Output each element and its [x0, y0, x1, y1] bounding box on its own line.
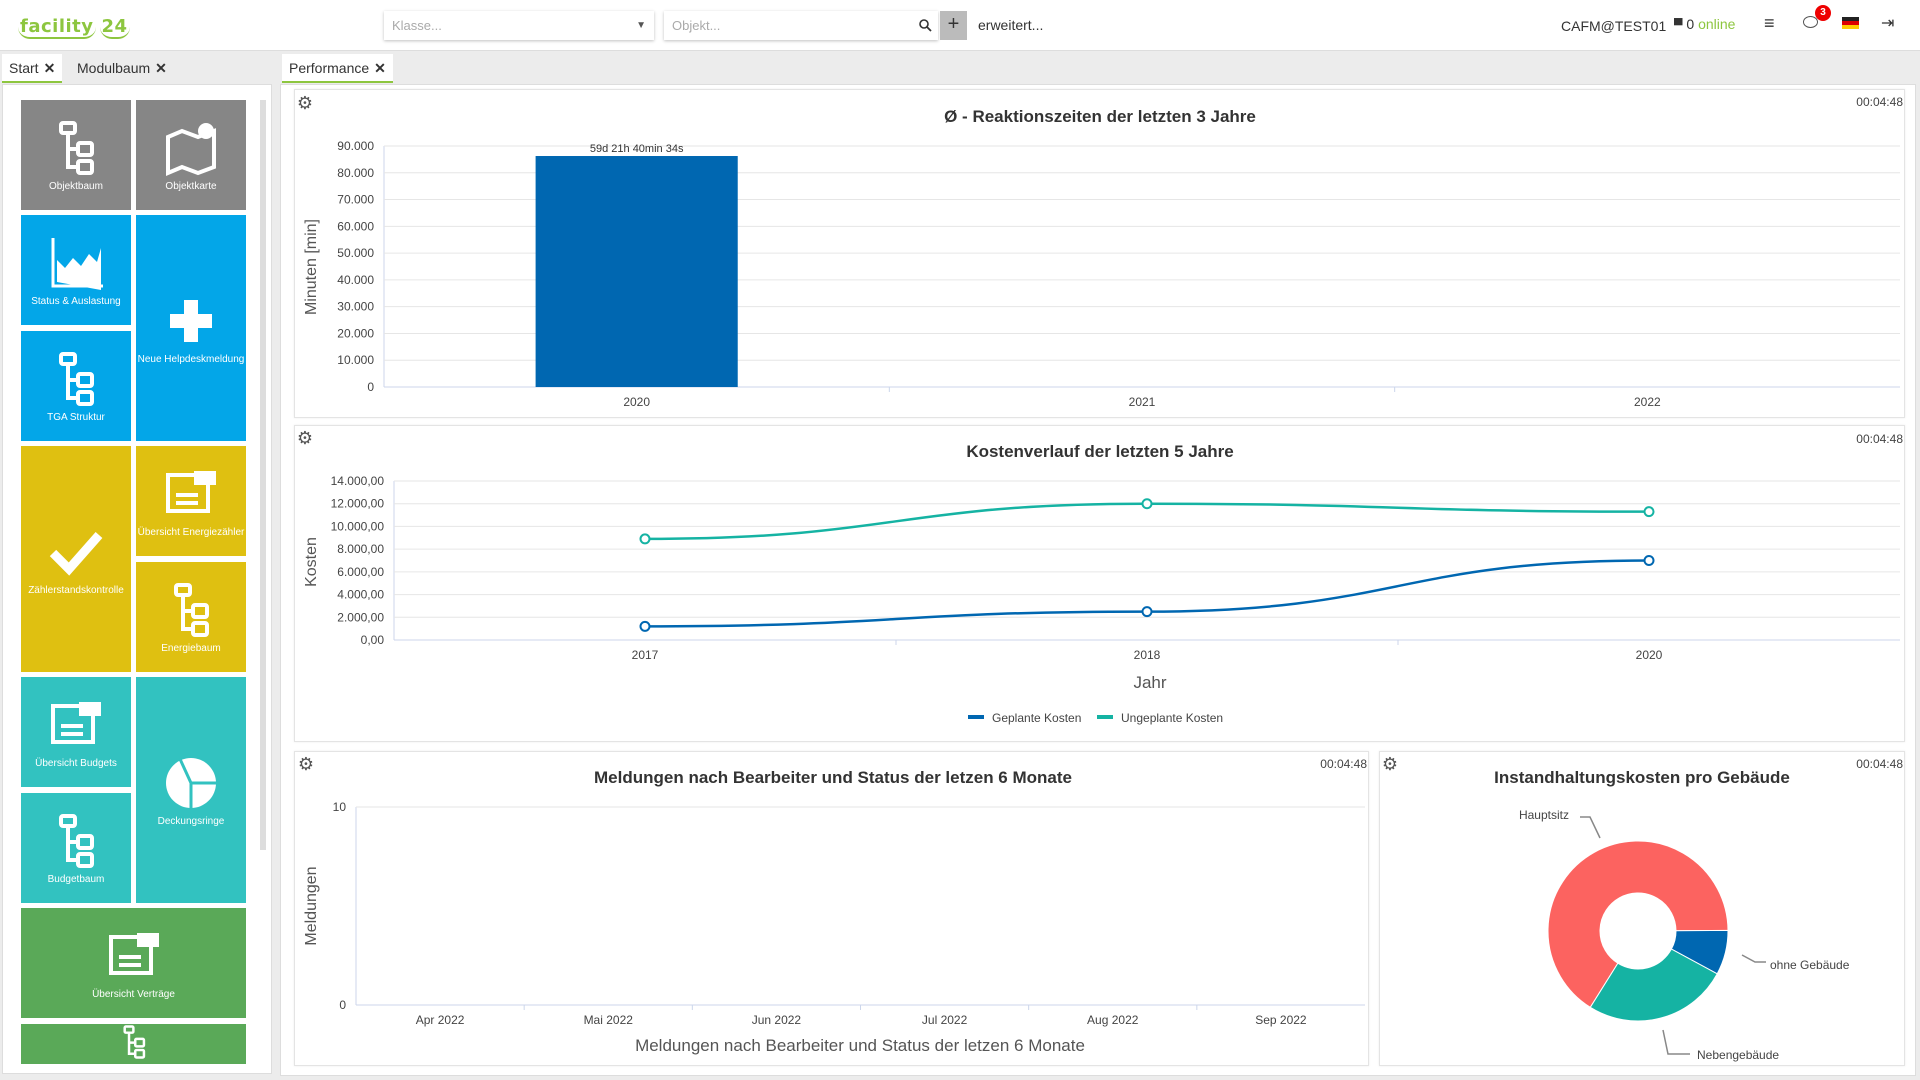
tile-objektkarte[interactable]: Objektkarte [136, 100, 246, 210]
close-icon[interactable]: ✕ [43, 60, 56, 76]
chat-bubble-icon: ▀ [1674, 18, 1683, 32]
pie-icon [166, 757, 217, 809]
tile-neue-helpdeskmeldung[interactable]: Neue Helpdeskmeldung [136, 215, 246, 441]
top-header: facility 24 Klasse... ▼ Objekt... + erweit… [0, 0, 1920, 51]
tile-label: Zählerstandskontrolle [28, 584, 124, 596]
form-icon [108, 932, 159, 975]
tile-more[interactable] [21, 1024, 246, 1064]
widget-reaction-times [294, 89, 1905, 418]
tile-budgetbaum[interactable]: Budgetbaum [21, 793, 131, 903]
search-icon[interactable] [919, 19, 932, 32]
tree-icon [122, 1025, 145, 1059]
tile-label: Übersicht Energiezähler [137, 526, 245, 538]
messages-icon[interactable] [1803, 16, 1818, 28]
logo-badge: 24 [99, 16, 130, 39]
notification-badge: 3 [1815, 5, 1831, 21]
tile-status-auslastung[interactable]: Status & Auslastung [21, 215, 131, 325]
scrollbar[interactable] [260, 100, 266, 850]
menu-icon[interactable]: ≡ [1764, 13, 1775, 33]
tab-label: Performance [289, 60, 370, 76]
tab-start[interactable]: Start ✕ [2, 54, 63, 83]
tile-zählerstandskontrolle[interactable]: Zählerstandskontrolle [21, 446, 131, 672]
add-button[interactable]: + [940, 11, 967, 40]
tile-übersicht-budgets[interactable]: Übersicht Budgets [21, 677, 131, 787]
tile-energiebaum[interactable]: Energiebaum [136, 562, 246, 672]
tile-label: Deckungsringe [157, 815, 225, 827]
german-flag-icon[interactable] [1842, 17, 1859, 29]
objekt-search-input[interactable]: Objekt... [664, 11, 938, 40]
plus-icon [170, 299, 212, 342]
tile-label: Übersicht Budgets [35, 757, 117, 769]
tab-label: Start [9, 60, 39, 76]
online-status[interactable]: ▀ 0 online [1674, 16, 1735, 32]
tile-label: Objektkarte [165, 180, 217, 192]
tile-label: Status & Auslastung [31, 295, 121, 307]
close-icon[interactable]: ✕ [155, 60, 167, 76]
tab-modulbaum[interactable]: Modulbaum ✕ [70, 54, 174, 83]
tile-deckungsringe[interactable]: Deckungsringe [136, 677, 246, 903]
tree-icon [59, 120, 94, 175]
tree-icon [59, 813, 94, 868]
tile-tga-struktur[interactable]: TGA Struktur [21, 331, 131, 441]
tab-label: Modulbaum [77, 60, 151, 76]
tree-icon [59, 351, 94, 406]
tree-icon [174, 582, 209, 637]
online-label: online [1698, 16, 1736, 32]
facility24-logo[interactable]: facility 24 [18, 8, 130, 39]
chevron-down-icon: ▼ [636, 20, 646, 31]
form-icon [166, 470, 216, 513]
chart-icon [51, 237, 103, 290]
form-icon [51, 701, 101, 744]
tile-übersicht-verträge[interactable]: Übersicht Verträge [21, 908, 246, 1018]
advanced-search-link[interactable]: erweitert... [978, 17, 1044, 33]
user-name[interactable]: CAFM@TEST01 [1561, 18, 1667, 34]
tile-label: Objektbaum [49, 180, 103, 192]
widget-maintenance-costs [1379, 751, 1905, 1066]
logo-text: facility [18, 16, 96, 39]
widget-reports [294, 751, 1369, 1066]
klasse-select[interactable]: Klasse... ▼ [384, 11, 654, 40]
objekt-placeholder: Objekt... [672, 18, 721, 33]
tile-übersicht-energiezähler[interactable]: Übersicht Energiezähler [136, 446, 246, 556]
online-count: 0 [1686, 16, 1695, 32]
check-icon [49, 531, 103, 576]
tile-label: Neue Helpdeskmeldung [137, 353, 245, 365]
logout-icon[interactable]: ⇥ [1881, 15, 1895, 32]
map-icon [166, 122, 216, 176]
tile-label: Übersicht Verträge [92, 988, 175, 1000]
module-tile-panel: Objektbaum Objektkarte Status & Auslastung… [2, 84, 272, 1074]
widget-cost-trend [294, 425, 1905, 742]
tile-label: Energiebaum [161, 642, 221, 654]
close-icon[interactable]: ✕ [374, 60, 386, 76]
tab-performance[interactable]: Performance ✕ [282, 54, 393, 83]
tile-objektbaum[interactable]: Objektbaum [21, 100, 131, 210]
tile-label: Budgetbaum [47, 873, 105, 885]
tile-label: TGA Struktur [47, 411, 105, 423]
klasse-placeholder: Klasse... [392, 18, 442, 33]
